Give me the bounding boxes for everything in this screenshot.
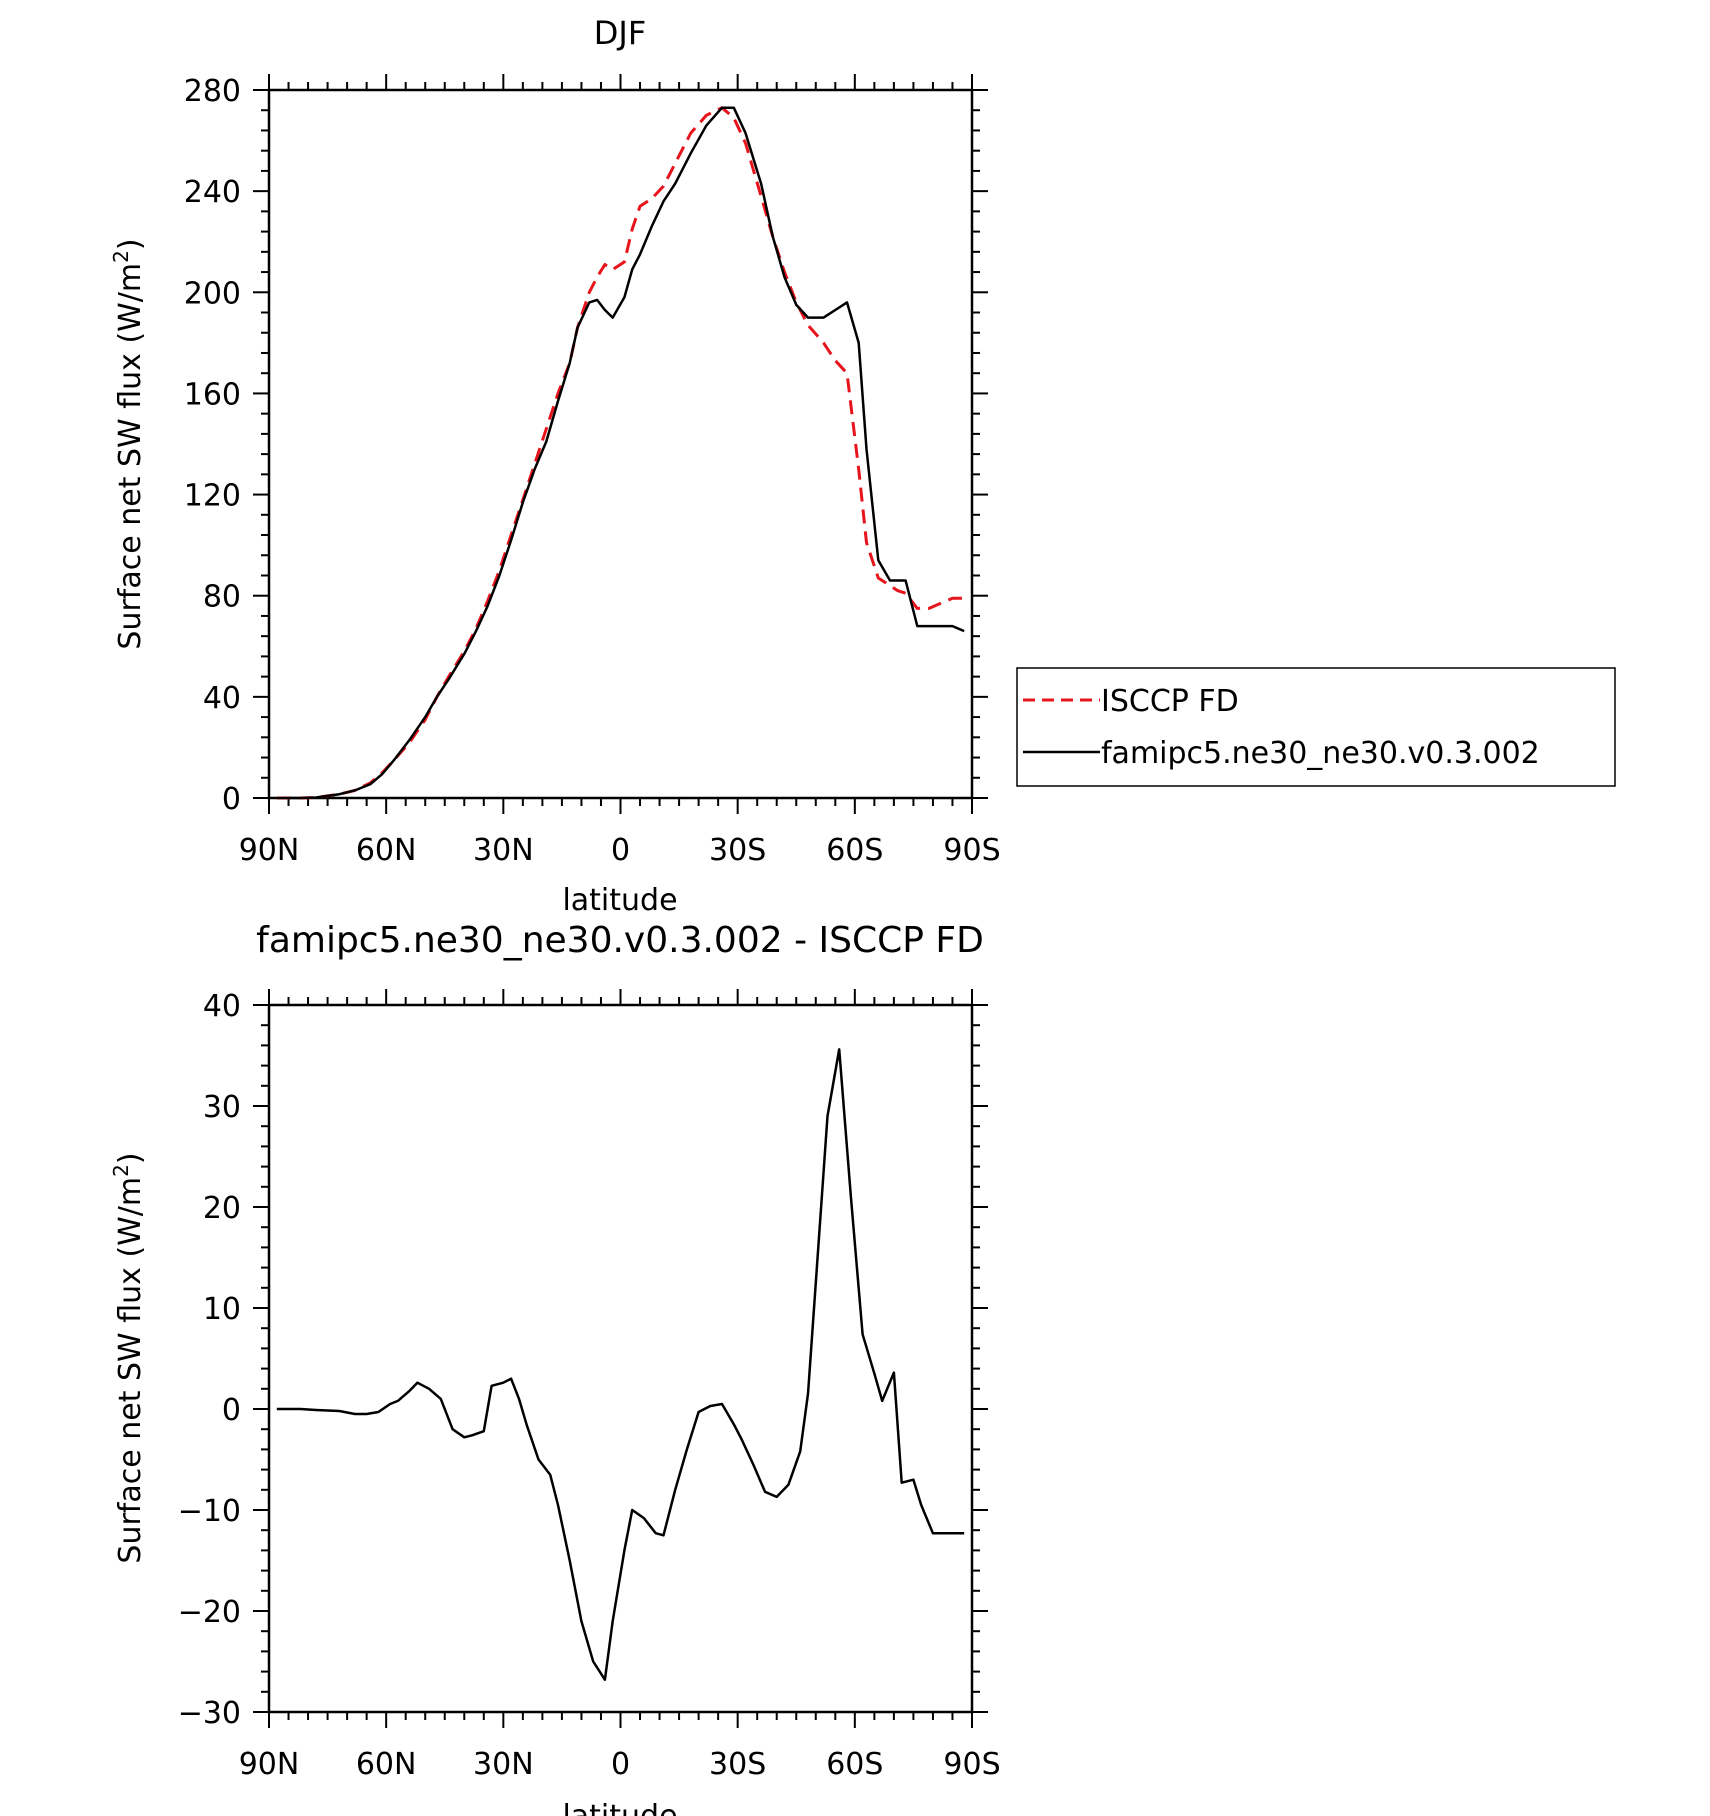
legend-label-isccp: ISCCP FD [1101, 684, 1239, 719]
y-tick-label: −10 [178, 1494, 241, 1529]
chart-title: DJF [594, 14, 646, 52]
plot-frame [267, 1003, 974, 1714]
chart-bottom: famipc5.ne30_ne30.v0.3.002 - ISCCP FD 90… [109, 920, 1001, 1816]
y-tick-label: −20 [178, 1595, 241, 1630]
y-tick-label: 30 [203, 1090, 241, 1125]
legend-box [1016, 667, 1616, 787]
x-tick-label: 90S [943, 833, 1000, 868]
y-axis-label-close: ) [113, 238, 148, 250]
y-tick-label: 120 [184, 479, 241, 514]
y-tick-label: 0 [222, 1393, 241, 1428]
y-tick-label: 80 [203, 580, 241, 615]
y-tick-label: 160 [184, 377, 241, 412]
y-tick-label: 0 [222, 782, 241, 817]
series-line-model [276, 1048, 965, 1681]
y-tick-label: 10 [203, 1292, 241, 1327]
y-axis-label: Surface net SW flux (W/m2) [109, 1152, 148, 1563]
x-tick-label: 90N [239, 833, 300, 868]
chart-top: DJF 90N 60N 30N 0 30S 60S 90S 0 40 80 120 160 200 240… [109, 14, 1001, 918]
x-tick-label: 30N [473, 833, 534, 868]
x-tick-label: 60S [826, 1747, 883, 1782]
y-tick-label: 240 [184, 175, 241, 210]
x-axis-label: latitude [562, 883, 677, 918]
chart-title: famipc5.ne30_ne30.v0.3.002 - ISCCP FD [256, 920, 984, 961]
y-axis-label-text: Surface net SW flux (W/m [113, 263, 148, 650]
y-tick-label: 280 [184, 74, 241, 109]
y-axis-label: Surface net SW flux (W/m2) [109, 238, 148, 649]
x-tick-label: 60N [356, 1747, 417, 1782]
legend-label-model: famipc5.ne30_ne30.v0.3.002 [1101, 736, 1540, 771]
x-axis-label: latitude [562, 1799, 677, 1816]
y-axis-label-sup: 2 [109, 250, 133, 263]
x-tick-label: 60N [356, 833, 417, 868]
x-tick-label: 30S [709, 1747, 766, 1782]
series-line-model [276, 106, 965, 800]
y-axis-label-sup: 2 [109, 1164, 133, 1177]
series-line-isccp [276, 106, 965, 800]
y-tick-label: 40 [203, 681, 241, 716]
y-tick-label: 20 [203, 1191, 241, 1226]
x-tick-label: 90S [943, 1747, 1000, 1782]
y-tick-label: −30 [178, 1696, 241, 1731]
x-tick-label: 0 [611, 1747, 630, 1782]
x-tick-label: 30S [709, 833, 766, 868]
y-tick-label: 40 [203, 989, 241, 1024]
x-tick-label: 0 [611, 833, 630, 868]
y-axis-label-close: ) [113, 1152, 148, 1164]
y-tick-label: 200 [184, 276, 241, 311]
y-axis-label-text: Surface net SW flux (W/m [113, 1177, 148, 1564]
x-tick-label: 30N [473, 1747, 534, 1782]
x-tick-label: 90N [239, 1747, 300, 1782]
x-tick-label: 60S [826, 833, 883, 868]
legend: ISCCP FD famipc5.ne30_ne30.v0.3.002 [1016, 667, 1616, 787]
